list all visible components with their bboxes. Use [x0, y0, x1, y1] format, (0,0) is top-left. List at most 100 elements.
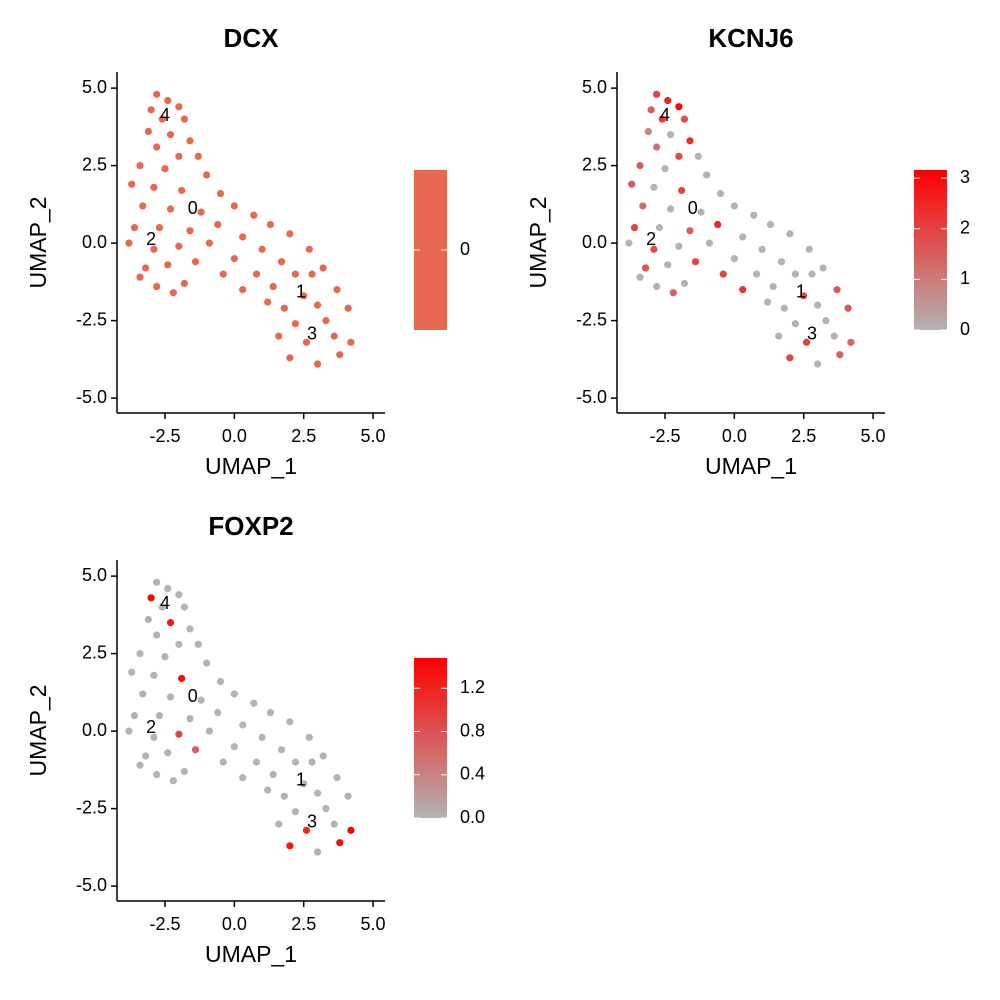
cell-point [147, 594, 155, 602]
cell-point [230, 202, 238, 210]
cell-point [275, 332, 283, 340]
cell-point [230, 690, 238, 698]
cell-point [336, 839, 344, 847]
cell-point [128, 668, 136, 676]
cell-point [164, 584, 172, 593]
cell-point [639, 202, 647, 210]
cell-point [791, 270, 799, 278]
cell-point [219, 270, 227, 278]
cluster-label: 1 [796, 281, 806, 301]
cell-point [697, 208, 705, 216]
cell-point [675, 242, 683, 250]
cell-point [178, 674, 186, 683]
colorbar-label: 2 [960, 217, 970, 237]
cell-point [136, 162, 144, 170]
cell-point [833, 286, 841, 294]
cell-point [130, 224, 139, 232]
cell-point [153, 770, 161, 779]
cell-point [819, 264, 827, 272]
cell-point [802, 338, 811, 346]
cell-point [269, 282, 277, 291]
cell-point [164, 96, 172, 105]
cell-point [333, 286, 341, 294]
cell-point [322, 317, 330, 325]
cell-point [166, 693, 175, 701]
colorbar [914, 170, 947, 330]
cell-point [250, 211, 258, 219]
cell-point [653, 282, 661, 291]
cell-point [291, 320, 299, 328]
cluster-label: 4 [660, 105, 670, 125]
cell-point [175, 103, 183, 111]
y-tick-label: 0.0 [82, 720, 107, 740]
y-tick-label: 5.0 [82, 77, 107, 97]
cell-point [286, 354, 294, 362]
colorbar-label: 1.2 [460, 677, 485, 697]
cell-point [664, 96, 672, 105]
cell-point [308, 270, 316, 278]
x-axis-label: UMAP_1 [205, 941, 297, 967]
cell-point [153, 90, 161, 98]
cell-point [300, 780, 308, 788]
y-tick-label: 0.0 [582, 232, 607, 252]
cell-point [800, 292, 808, 300]
cell-point [313, 789, 322, 797]
cell-point [813, 360, 822, 368]
cell-point [161, 653, 169, 661]
cell-point [780, 304, 788, 312]
cell-point [230, 255, 238, 263]
x-axis-label: UMAP_1 [705, 453, 797, 479]
cell-point [141, 264, 150, 272]
x-tick-label: 2.5 [291, 914, 316, 934]
cell-point [164, 261, 172, 269]
cell-point [219, 758, 227, 766]
cell-point [191, 746, 200, 754]
cell-point [691, 258, 700, 266]
cell-point [636, 273, 644, 281]
cell-point [319, 264, 327, 272]
cell-point [194, 640, 202, 648]
y-tick-label: 5.0 [82, 565, 107, 585]
cell-point [305, 733, 313, 741]
cluster-label: 0 [688, 198, 698, 218]
cell-point [203, 659, 211, 667]
x-tick-label: 0.0 [222, 426, 247, 446]
cell-point [322, 805, 330, 813]
cell-point [675, 103, 683, 111]
cell-point [280, 792, 288, 800]
cell-point [655, 224, 664, 232]
y-tick-label: -2.5 [576, 309, 607, 329]
cell-point [161, 165, 169, 173]
colorbar-label: 0.4 [460, 764, 485, 784]
cell-point [252, 758, 261, 766]
y-tick-label: -5.0 [76, 875, 107, 895]
cell-point [650, 183, 658, 191]
cell-point [786, 354, 794, 362]
cell-point [628, 180, 636, 188]
y-tick-label: 2.5 [82, 642, 107, 662]
x-tick-label: -2.5 [149, 914, 180, 934]
cell-point [680, 115, 689, 123]
cell-point [158, 115, 166, 123]
cluster-label: 2 [146, 717, 156, 737]
cell-point [286, 230, 294, 238]
cell-point [169, 289, 177, 297]
cell-point [277, 258, 286, 266]
cell-point [258, 733, 266, 741]
x-tick-label: 5.0 [361, 426, 386, 446]
cell-point [150, 733, 158, 741]
cell-point [150, 245, 158, 253]
cell-point [252, 270, 261, 278]
colorbar-label: 1 [960, 268, 970, 288]
cell-point [764, 298, 772, 306]
cell-point [625, 239, 633, 247]
cell-point [239, 774, 247, 782]
cell-point [739, 233, 747, 241]
cell-point [239, 721, 247, 729]
y-tick-label: -2.5 [76, 309, 107, 329]
cell-point [180, 603, 189, 611]
cell-point [250, 699, 258, 707]
cell-point [153, 143, 161, 151]
cluster-label: 1 [296, 281, 306, 301]
cluster-label: 1 [296, 769, 306, 789]
